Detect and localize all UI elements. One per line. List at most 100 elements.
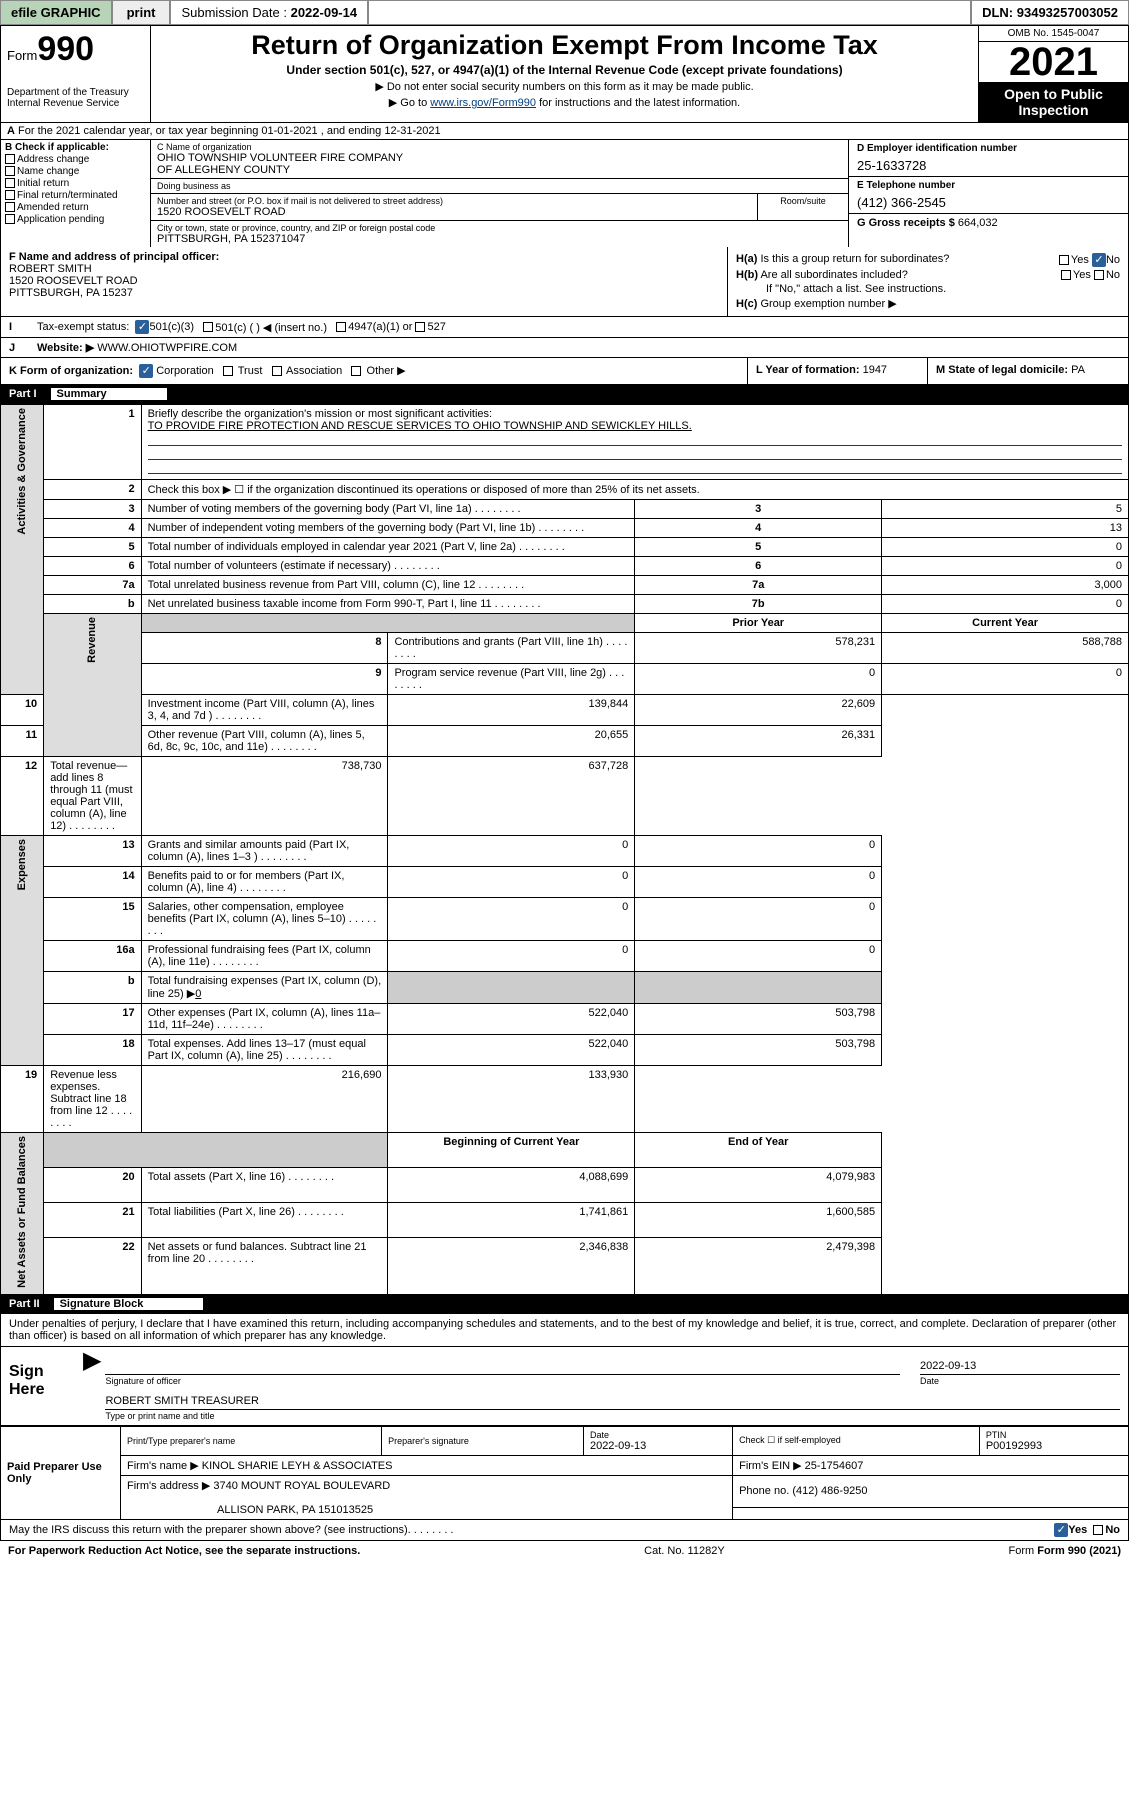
- prep-date-val: 2022-09-13: [590, 1440, 646, 1452]
- submission-value: 2022-09-14: [291, 5, 358, 20]
- print-button[interactable]: print: [112, 0, 171, 25]
- b-initial[interactable]: Initial return: [5, 178, 146, 189]
- prep-ptin: PTINP00192993: [979, 1426, 1128, 1455]
- curr-val: 26,331: [635, 726, 882, 757]
- e-label: E Telephone number: [857, 180, 1120, 191]
- part2-num: Part II: [9, 1298, 40, 1310]
- state-domicile: PA: [1071, 364, 1085, 376]
- form-title: Return of Organization Exempt From Incom…: [157, 30, 972, 61]
- hb-note: If "No," attach a list. See instructions…: [736, 283, 1120, 295]
- dln-label: DLN:: [982, 5, 1013, 20]
- sidebar-expenses: Expenses: [1, 836, 44, 1066]
- line-num: 2: [44, 480, 141, 500]
- dln: DLN: 93493257003052: [971, 0, 1129, 25]
- website[interactable]: WWW.OHIOTWPFIRE.COM: [97, 342, 237, 354]
- curr-val: 22,609: [635, 695, 882, 726]
- b-pending[interactable]: Application pending: [5, 214, 146, 225]
- curr-val: 0: [635, 836, 882, 867]
- col-m: M State of legal domicile: PA: [928, 358, 1128, 384]
- sign-block: Sign Here ▶ Signature of officer 2022-09…: [0, 1347, 1129, 1426]
- top-bar: efile GRAPHIC print Submission Date : 20…: [0, 0, 1129, 25]
- line16b-text: Total fundraising expenses (Part IX, col…: [148, 975, 382, 1000]
- line-val: 0: [882, 595, 1129, 614]
- ha-q: Is this a group return for subordinates?: [760, 253, 949, 265]
- shade: [635, 972, 882, 1004]
- curr-val: 2,479,398: [635, 1237, 882, 1294]
- c-addr-cell: Number and street (or P.O. box if mail i…: [151, 194, 758, 220]
- efile-link[interactable]: efile GRAPHIC: [0, 0, 112, 25]
- row-a: A For the 2021 calendar year, or tax yea…: [0, 123, 1129, 140]
- firm-addr: Firm's address ▶ 3740 MOUNT ROYAL BOULEV…: [121, 1475, 733, 1519]
- part1-name: Summary: [51, 388, 167, 400]
- col-h: H(a) Is this a group return for subordin…: [728, 247, 1128, 316]
- submission-label: Submission Date :: [181, 5, 287, 20]
- declaration: Under penalties of perjury, I declare th…: [0, 1314, 1129, 1347]
- line-num: 22: [44, 1237, 141, 1294]
- prior-val: 738,730: [141, 757, 388, 836]
- prior-val: 0: [388, 867, 635, 898]
- part2-name: Signature Block: [54, 1298, 204, 1310]
- col-c: C Name of organization OHIO TOWNSHIP VOL…: [151, 140, 848, 247]
- hdr: Print/Type preparer's name: [127, 1436, 375, 1446]
- col-end: End of Year: [635, 1133, 882, 1168]
- line-key: 6: [635, 557, 882, 576]
- b-amended[interactable]: Amended return: [5, 202, 146, 213]
- irs-url[interactable]: www.irs.gov/Form990: [430, 97, 536, 109]
- head-right: OMB No. 1545-0047 2021 Open to Public In…: [978, 26, 1128, 122]
- officer-sig-line[interactable]: [105, 1355, 900, 1375]
- i-527: 527: [427, 321, 445, 333]
- line-text: Net assets or fund balances. Subtract li…: [141, 1237, 388, 1294]
- i-501c: 501(c) ( ) ◀ (insert no.): [215, 321, 327, 334]
- sign-here: Sign Here: [9, 1351, 79, 1421]
- prior-val: 4,088,699: [388, 1168, 635, 1203]
- form-header: Form990 Department of the Treasury Inter…: [0, 25, 1129, 123]
- b-opt: Final return/terminated: [17, 190, 118, 201]
- line-num: 3: [44, 500, 141, 519]
- sidebar-text: Expenses: [16, 839, 28, 890]
- prep-date: Date2022-09-13: [583, 1426, 732, 1455]
- row-i: I Tax-exempt status: ✓ 501(c)(3) 501(c) …: [0, 317, 1129, 338]
- line-num: 11: [1, 726, 44, 757]
- sidebar-text: Revenue: [86, 617, 98, 663]
- may-discuss-text: May the IRS discuss this return with the…: [9, 1524, 408, 1536]
- b-addr-change[interactable]: Address change: [5, 154, 146, 165]
- f-label-text: F Name and address of principal officer:: [9, 251, 219, 263]
- line-num: b: [44, 595, 141, 614]
- col-de: D Employer identification number 25-1633…: [848, 140, 1128, 247]
- prep-print-label: Print/Type preparer's name: [121, 1426, 382, 1455]
- name-title: ROBERT SMITH TREASURER: [105, 1390, 1120, 1410]
- no: No: [1106, 254, 1120, 266]
- prior-val: 0: [388, 898, 635, 941]
- org-address: 1520 ROOSEVELT ROAD: [157, 206, 751, 218]
- line-val: 3,000: [882, 576, 1129, 595]
- block-fh: F Name and address of principal officer:…: [0, 247, 1129, 317]
- sidebar-revenue: Revenue: [44, 614, 141, 757]
- prior-val: 0: [388, 941, 635, 972]
- g-label: G Gross receipts $: [857, 217, 955, 229]
- curr-val: 133,930: [388, 1066, 635, 1133]
- b-name-change[interactable]: Name change: [5, 166, 146, 177]
- line-key: 7b: [635, 595, 882, 614]
- sidebar-text: Activities & Governance: [16, 408, 28, 535]
- form-number: Form990: [7, 30, 144, 69]
- i-501c3: 501(c)(3): [149, 321, 194, 333]
- m-label: M State of legal domicile:: [936, 364, 1068, 376]
- submission-date: Submission Date : 2022-09-14: [170, 0, 368, 25]
- line-text: Grants and similar amounts paid (Part IX…: [141, 836, 388, 867]
- line16b-val: 0: [195, 988, 201, 1000]
- sig-officer-label: Signature of officer: [105, 1376, 900, 1386]
- line-num: 18: [44, 1035, 141, 1066]
- line-num: b: [44, 972, 141, 1004]
- cat-no: Cat. No. 11282Y: [644, 1545, 725, 1557]
- paid-preparer-label: Paid Preparer Use Only: [1, 1426, 121, 1519]
- b-final[interactable]: Final return/terminated: [5, 190, 146, 201]
- prior-val: 522,040: [388, 1004, 635, 1035]
- hb-q: Are all subordinates included?: [760, 269, 907, 281]
- line-text: Total revenue—add lines 8 through 11 (mu…: [44, 757, 141, 836]
- org-city: PITTSBURGH, PA 152371047: [157, 233, 842, 245]
- form-note1: ▶ Do not enter social security numbers o…: [157, 80, 972, 93]
- curr-val: 4,079,983: [635, 1168, 882, 1203]
- curr-val: 0: [882, 664, 1129, 695]
- line16b: Total fundraising expenses (Part IX, col…: [141, 972, 388, 1004]
- preparer-table: Paid Preparer Use Only Print/Type prepar…: [0, 1426, 1129, 1520]
